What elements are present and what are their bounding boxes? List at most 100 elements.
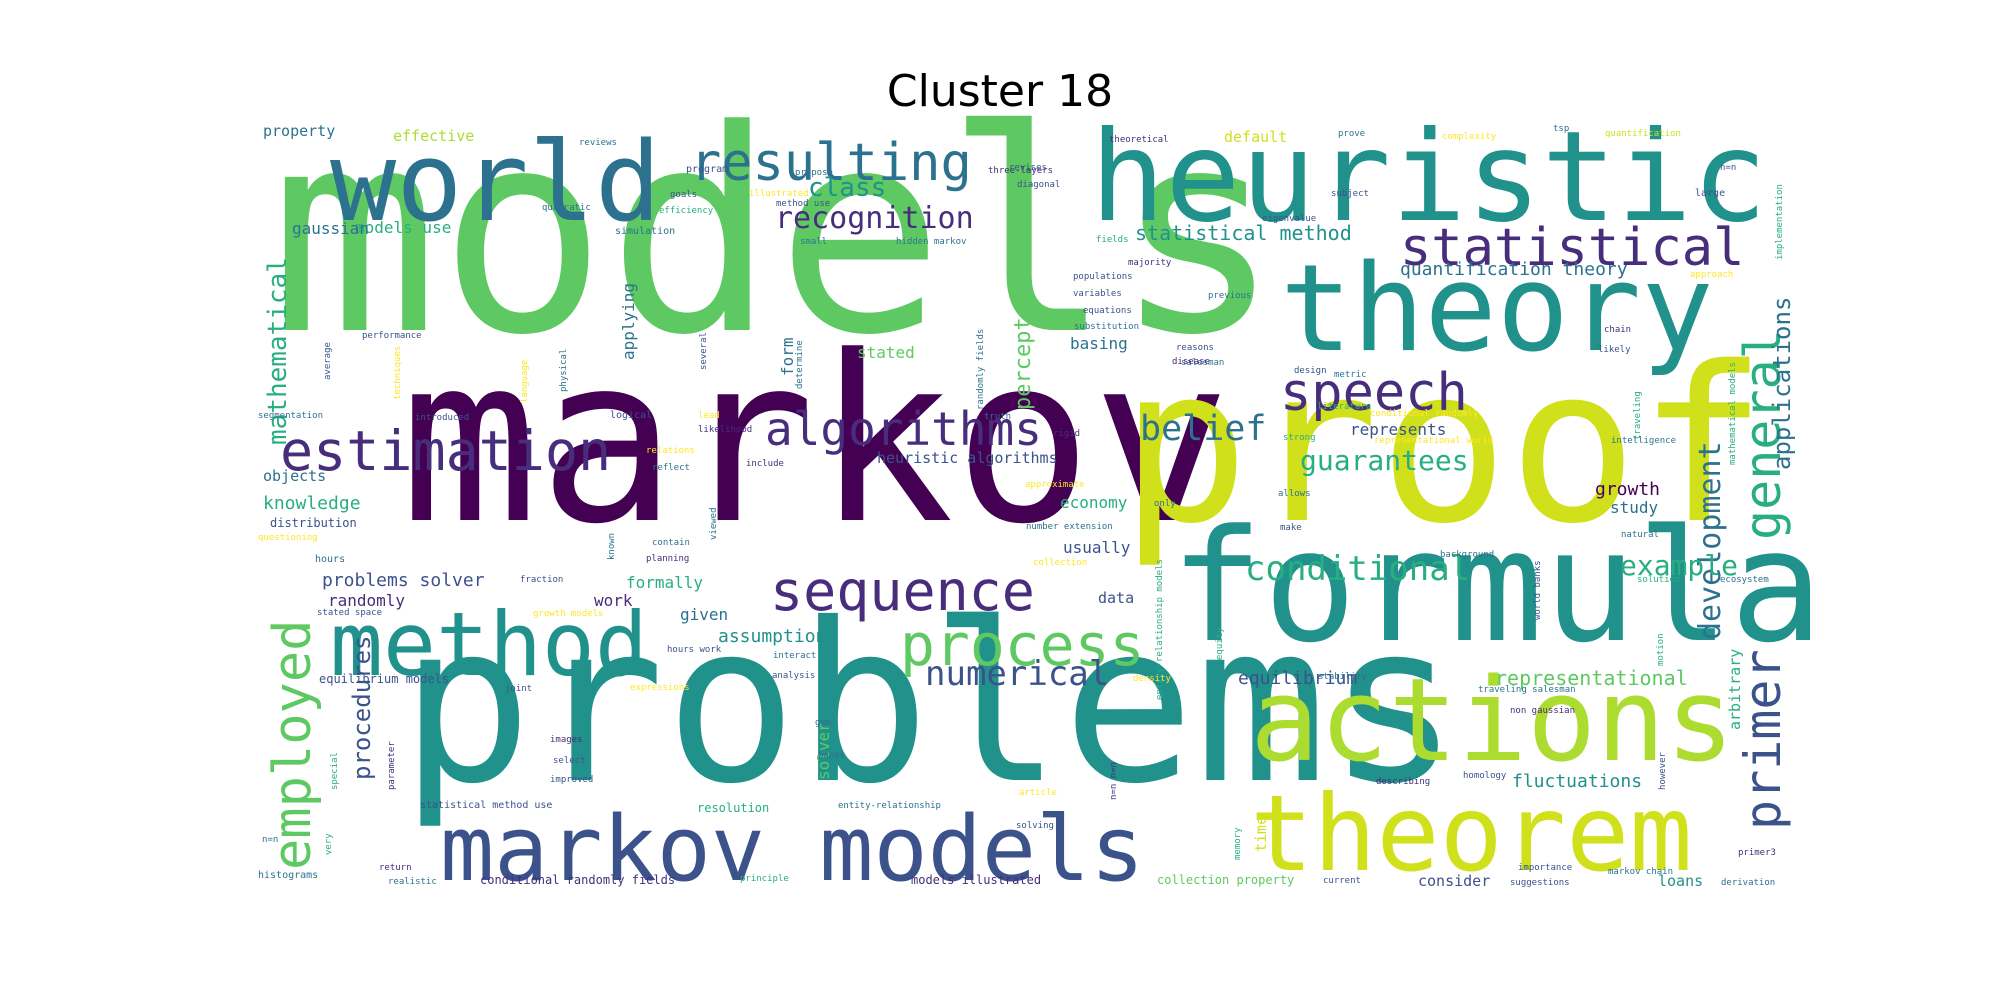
word-literature: literature — [1317, 402, 1371, 412]
page-title: Cluster 18 — [886, 66, 1114, 117]
word-formula: formula — [1170, 496, 1823, 677]
word-world: world — [330, 118, 661, 246]
word-class: class — [808, 173, 886, 203]
word-subject: subject — [1331, 189, 1369, 199]
word-economy: economy — [1060, 493, 1128, 512]
word-previous: previous — [1208, 291, 1251, 301]
word-small: small — [800, 237, 827, 247]
word-introduced: introduced — [415, 413, 469, 423]
word-physical: physical — [559, 349, 569, 392]
word-representational-world: representational world — [1374, 436, 1493, 446]
word-development: development — [1693, 441, 1728, 640]
word-allows: allows — [1278, 489, 1311, 499]
word-histograms: histograms — [258, 870, 318, 881]
word-assumptions: assumptions — [718, 626, 837, 647]
word-represents: represents — [1350, 420, 1446, 439]
word-stated: stated — [857, 343, 915, 362]
word-majority: majority — [1128, 258, 1172, 268]
word-implementation: implementation — [1775, 184, 1785, 260]
word-problems-solver: problems solver — [322, 570, 485, 591]
word-only: only — [1154, 499, 1176, 509]
word-logical: logical — [610, 410, 652, 421]
word-equations: equations — [1083, 306, 1132, 316]
word-stated-space: stated space — [317, 608, 382, 618]
word-simulation: simulation — [615, 226, 675, 237]
word-suggestions: suggestions — [1510, 878, 1570, 888]
word-language: language — [520, 360, 530, 403]
word-effective: effective — [393, 127, 474, 145]
word-likely: likely — [1598, 345, 1631, 355]
word-markov-chain: markov chain — [1608, 867, 1673, 877]
word-select: select — [553, 756, 586, 766]
word-default: default — [1224, 128, 1287, 146]
word-entity-relationship: entity-relationship — [838, 801, 941, 811]
word-resulting: resulting — [690, 133, 972, 193]
word-include: include — [746, 459, 784, 469]
word-primer3: primer3 — [1738, 848, 1776, 858]
word-problems: problems — [400, 576, 1460, 832]
word-derivation: derivation — [1721, 878, 1775, 888]
word-randomly-fields: randomly fields — [976, 329, 986, 410]
word-sequence: sequence — [770, 559, 1035, 623]
word-rigid: rigid — [1053, 429, 1080, 439]
word-models: models — [270, 71, 1281, 397]
word-mathematical-models: mathematical models — [1728, 362, 1738, 465]
word-return: return — [379, 863, 412, 873]
word-eigenvalue: eigenvalue — [1262, 214, 1316, 224]
word-salesman: salesman — [1181, 358, 1224, 368]
word-strong: strong — [1283, 433, 1316, 443]
word-density: density — [1133, 674, 1172, 684]
word-models-illustrated: models illustrated — [911, 873, 1041, 887]
word-distribution: distribution — [270, 516, 357, 530]
word-n-n-n-n: n=n n=n — [1109, 762, 1119, 800]
word-heuristic: heuristic — [1090, 105, 1767, 250]
word-motion: motion — [1656, 633, 1666, 666]
word-homology: homology — [1463, 771, 1507, 781]
word-approach: approach — [1690, 270, 1733, 280]
word-models-use: models use — [355, 218, 451, 237]
word-growth-models: growth models — [533, 609, 603, 619]
word-contain: contain — [652, 538, 690, 548]
word-data: data — [1098, 589, 1134, 607]
word-theoretical: theoretical — [1109, 135, 1169, 145]
word-intelligence: intelligence — [1611, 436, 1676, 446]
word-applications: applications — [1768, 297, 1796, 470]
word-formally: formally — [626, 573, 703, 592]
word-however: however — [1658, 751, 1668, 790]
word-determine: determine — [795, 340, 805, 389]
word-theory: theory — [1280, 240, 1713, 379]
word-reflect: reflect — [652, 463, 690, 473]
word-several: several — [699, 332, 709, 370]
word-variables: variables — [1073, 289, 1122, 299]
word-equity: equity — [1215, 627, 1225, 660]
word-equilibrium: equilibrium — [1238, 668, 1357, 689]
word-theorem: theorem — [1250, 773, 1693, 895]
word-tsp: tsp — [1553, 124, 1569, 134]
word-employed: employed — [263, 620, 323, 870]
word-parameter: parameter — [387, 741, 397, 790]
word-primer: primer — [1734, 649, 1792, 830]
word-markov: markov — [400, 308, 1231, 575]
word-speech: speech — [1280, 363, 1468, 423]
word-populations: populations — [1073, 272, 1133, 282]
word-importance: importance — [1518, 863, 1572, 873]
word-memory: memory — [1233, 827, 1243, 860]
word-traveling-salesman: traveling salesman — [1478, 685, 1576, 695]
word-metric: metric — [1334, 370, 1367, 380]
word-likelihood: likelihood — [698, 425, 752, 435]
word-growth: growth — [1595, 479, 1660, 500]
word-fluctuations: fluctuations — [1512, 771, 1642, 792]
word-collection: collection — [1033, 558, 1087, 568]
word-reviews: reviews — [579, 138, 617, 148]
word-proof: proof — [1120, 320, 1767, 571]
word-fields: fields — [1096, 235, 1129, 245]
word-guarantees: guarantees — [1300, 444, 1469, 477]
word-hidden-markov: hidden markov — [896, 237, 966, 247]
word-property: property — [263, 122, 335, 140]
word-recognition: recognition — [775, 201, 974, 236]
word-equilibrium-models: equilibrium models — [319, 672, 449, 686]
word-mathematical: mathematical — [263, 257, 293, 445]
word-planning: planning — [646, 554, 689, 564]
word-performance: performance — [362, 331, 422, 341]
